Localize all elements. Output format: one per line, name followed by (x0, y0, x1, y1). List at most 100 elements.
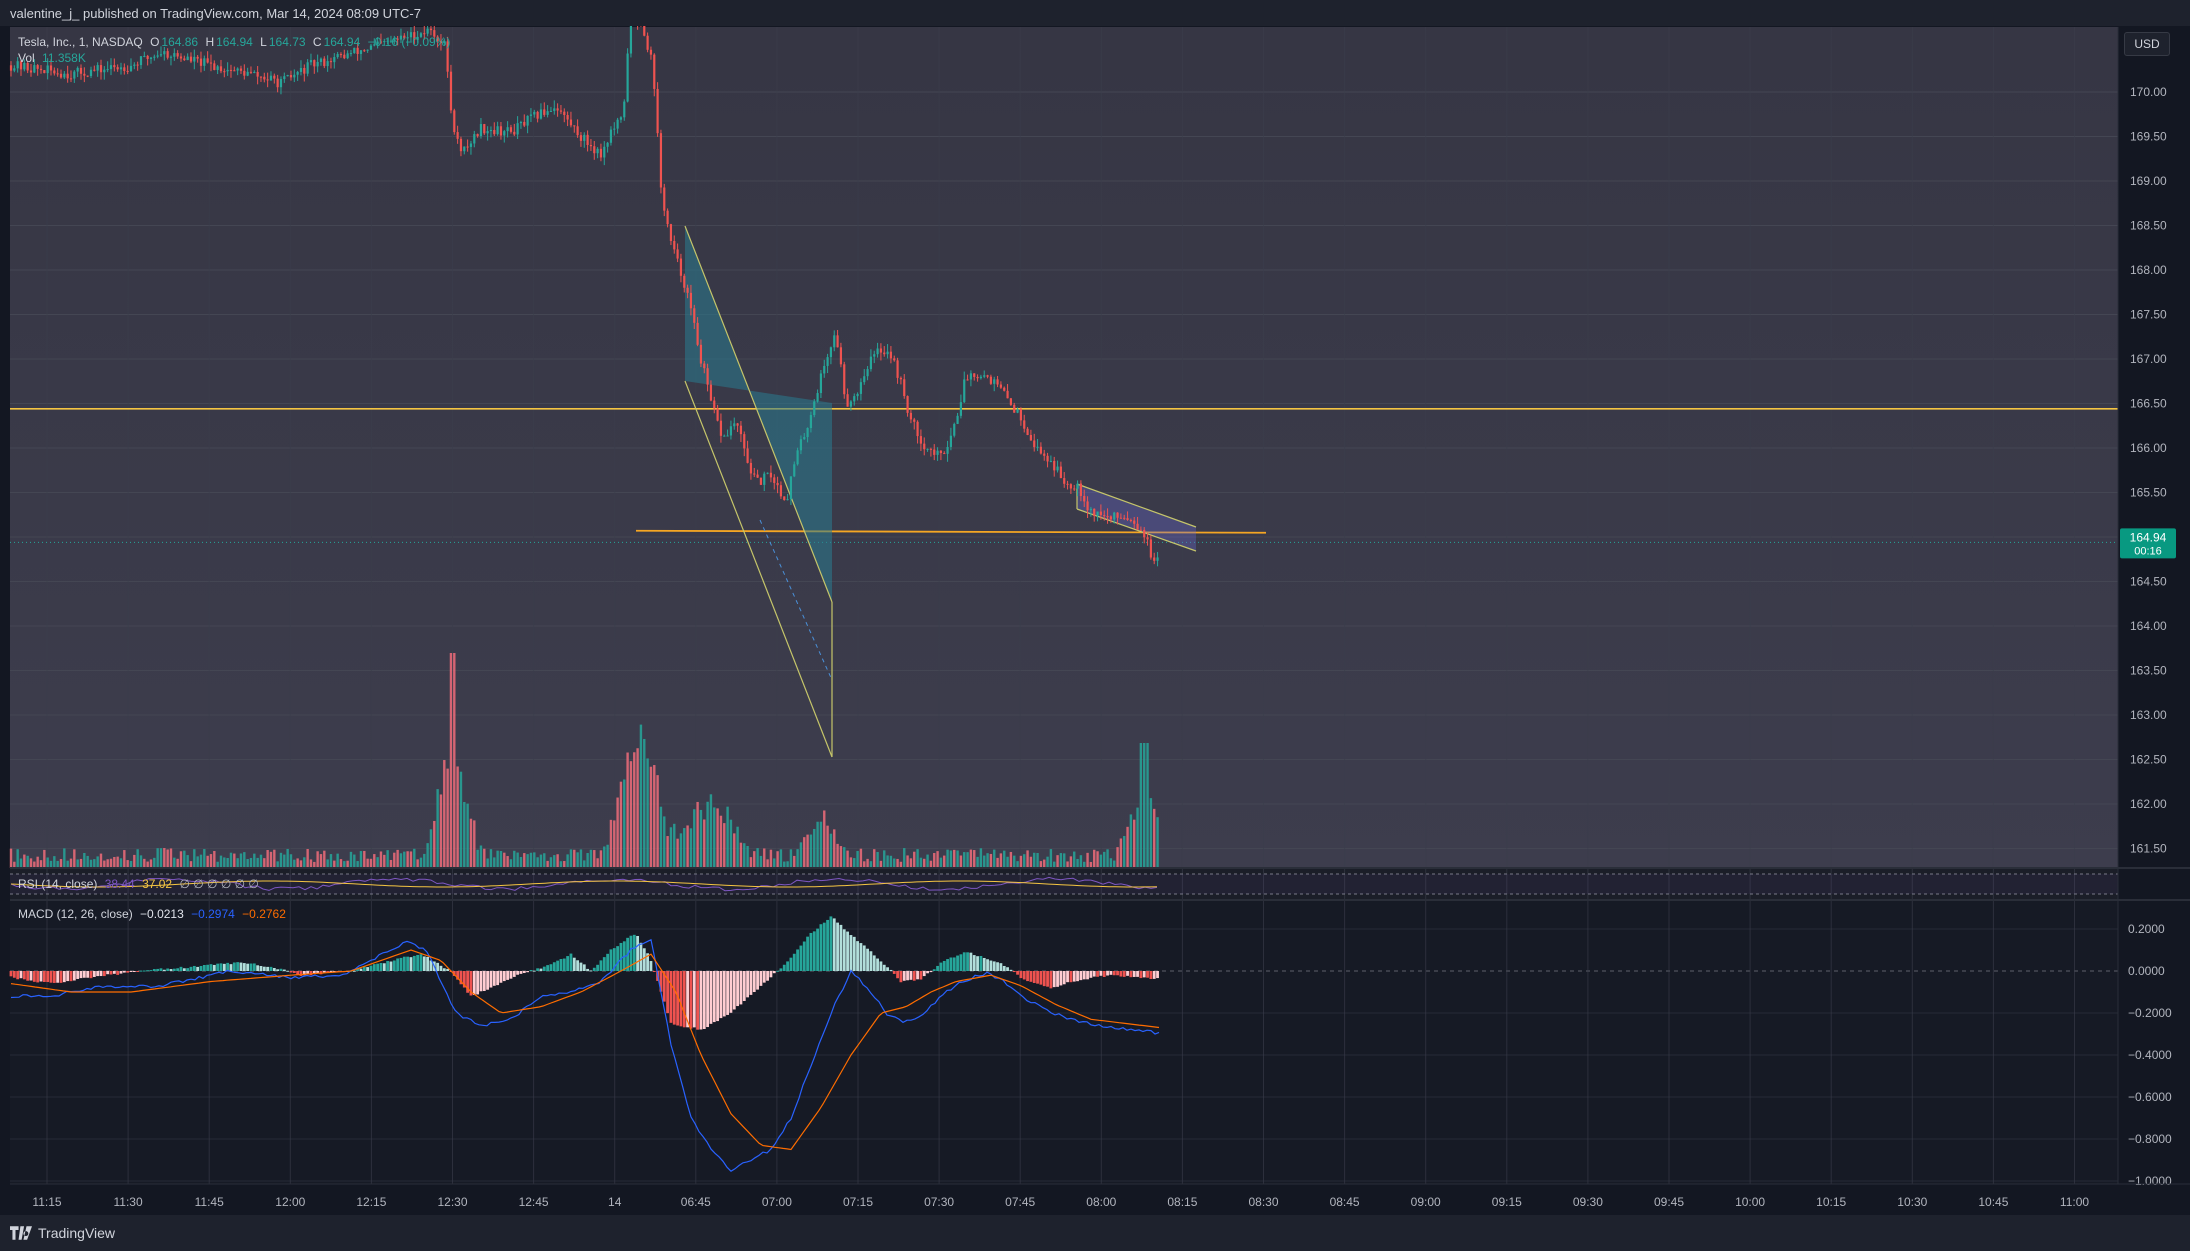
volume-bar (73, 849, 76, 868)
candle-body (1043, 453, 1046, 456)
publish-header: valentine_j_ published on TradingView.co… (0, 0, 2190, 26)
candle-body (629, 26, 633, 54)
rsi-value-2: 37.02 (142, 877, 173, 891)
candle-body (1073, 488, 1076, 490)
candle-body (996, 379, 999, 385)
macd-hist-bar (806, 936, 809, 971)
candle-body (616, 119, 619, 129)
macd-hist-bar (216, 963, 220, 971)
volume-bar (593, 850, 596, 868)
candle-body (689, 292, 693, 309)
volume-bar (353, 854, 356, 868)
macd-hist-bar (459, 971, 463, 985)
macd-hist-bar (652, 971, 656, 972)
candle-body (336, 54, 339, 58)
volume-bar (699, 809, 703, 868)
candle-body (733, 423, 736, 427)
candle-body (563, 111, 566, 116)
drawings[interactable] (10, 225, 2118, 758)
macd-hist-bar (1102, 971, 1106, 977)
volume-bar (1129, 814, 1133, 868)
macd-hist-bar (1109, 971, 1113, 975)
volume-bar (243, 852, 246, 868)
macd-hist-bar (362, 966, 366, 971)
candle-body (859, 382, 863, 394)
candle-body (599, 148, 603, 158)
legend-open-label: O (150, 35, 160, 49)
macd-hist-bar (82, 971, 86, 978)
candle-body (439, 40, 443, 44)
volume-bar (506, 856, 509, 868)
macd-hist-bar (502, 971, 506, 982)
candle-body (253, 71, 256, 73)
volume-bar (583, 860, 586, 868)
legend-symbol[interactable]: Tesla, Inc., 1, NASDAQ (18, 35, 143, 49)
candle-body (126, 70, 129, 72)
candle-body (956, 415, 959, 424)
volume-bar (329, 854, 333, 868)
macd-hist-bar (1046, 971, 1049, 987)
macd-hist-bar (1029, 971, 1033, 982)
macd-hist-bar (122, 971, 126, 973)
candle-body (1116, 512, 1119, 518)
candle-body (706, 368, 709, 385)
macd-hist-bar (476, 971, 480, 995)
rsi-label[interactable]: RSI (14, close) (18, 877, 98, 891)
candle-body (216, 66, 219, 70)
macd-tick-label: −0.6000 (2128, 1090, 2172, 1104)
volume-bar (309, 859, 313, 868)
candle-body (886, 351, 889, 355)
volume-bar (53, 856, 56, 868)
macd-hist-bar (1022, 971, 1026, 980)
volume-bar (256, 857, 259, 868)
candle-body (403, 35, 406, 39)
volume-bar (753, 851, 756, 868)
candle-body (1066, 483, 1069, 485)
volume-bar (259, 854, 263, 868)
volume-bar (979, 848, 983, 868)
candle-body (1143, 529, 1146, 538)
macd-hist-bar (139, 970, 143, 972)
macd-hist-bar (226, 962, 230, 971)
candle-body (433, 30, 436, 37)
volume-bar (569, 849, 573, 868)
currency-button[interactable]: USD (2124, 32, 2170, 56)
candle-body (223, 71, 226, 73)
candle-body (749, 462, 753, 474)
chart-canvas[interactable]: 170.00 169.50 169.00 168.50 168.00 167.50 167.… (0, 26, 2190, 1215)
volume-bar (876, 851, 879, 868)
candle-body (189, 56, 193, 62)
rsi-pane (10, 873, 2118, 895)
volume-bar (213, 850, 216, 868)
volume-bar (436, 789, 439, 868)
volume-bar (599, 850, 603, 868)
macd-hist-bar (869, 951, 873, 971)
candle-body (489, 129, 493, 132)
volume-bar (576, 852, 579, 868)
volume-bar (759, 855, 763, 868)
volume-bar (389, 859, 393, 868)
price-tick-label: 166.50 (2130, 397, 2167, 411)
macd-hist-bar (1002, 965, 1006, 971)
volume-bar (449, 653, 453, 868)
price-badge-countdown: 00:16 (2134, 545, 2162, 557)
volume-bar (219, 855, 223, 868)
macd-hist-bar (716, 971, 719, 1022)
macd-hist-bar (376, 963, 380, 971)
candle-body (123, 67, 126, 71)
volume-bar (799, 842, 803, 868)
candle-body (953, 423, 956, 436)
candle-body (796, 450, 799, 465)
macd-hist-bar (372, 964, 376, 971)
candle-body (1109, 516, 1112, 520)
volume-bar (316, 851, 319, 868)
macd-hist-bar (1039, 971, 1043, 985)
tradingview-brand[interactable]: TradingView (10, 1225, 115, 1241)
volume-bar (123, 850, 126, 868)
candle-body (229, 69, 233, 71)
macd-label[interactable]: MACD (12, 26, close) (18, 907, 133, 921)
candle-body (389, 40, 393, 42)
macd-hist-bar (326, 971, 330, 973)
volume-bar (399, 853, 403, 868)
volume-bar (233, 853, 236, 868)
